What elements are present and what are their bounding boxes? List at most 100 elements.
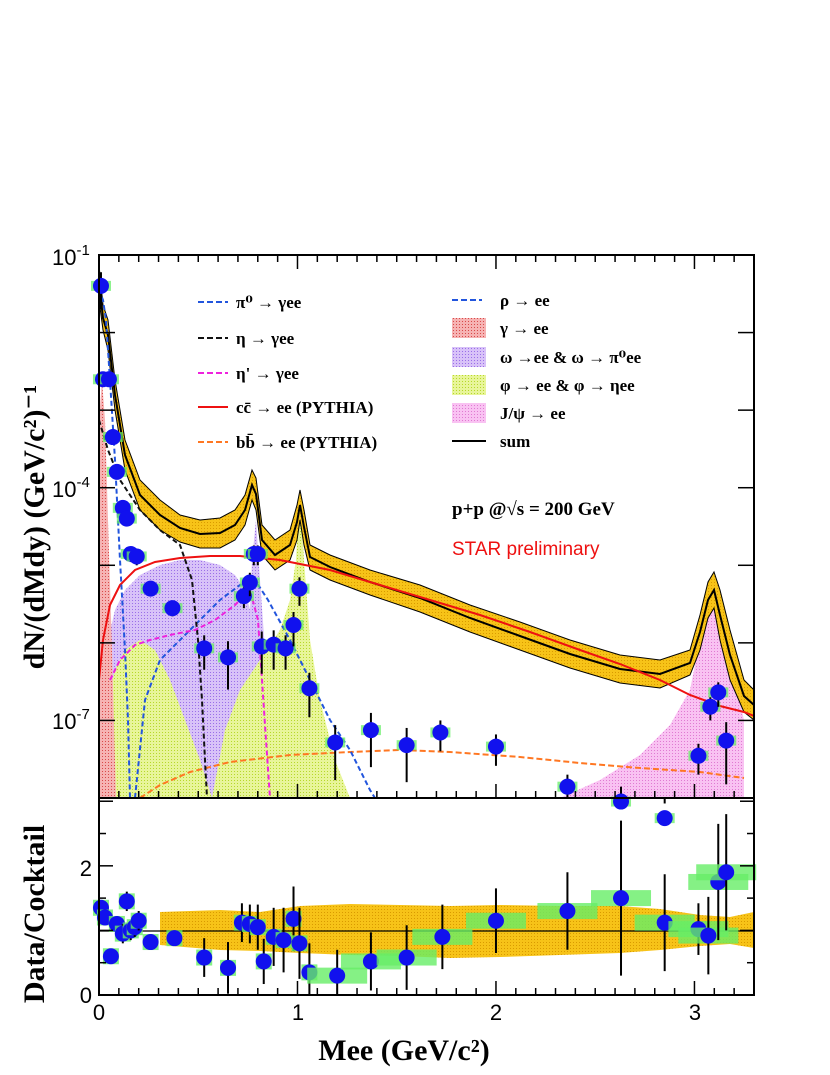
bottom-data-point bbox=[291, 935, 308, 952]
top-data-point bbox=[327, 734, 344, 751]
xtick-label-1: 1 bbox=[292, 1000, 304, 1025]
bottom-data-point bbox=[559, 903, 576, 920]
top-data-point bbox=[118, 510, 135, 527]
ytick-label-mid: 10-4 bbox=[52, 474, 90, 502]
pi0-curve bbox=[99, 289, 131, 798]
bottom-data-point bbox=[130, 912, 147, 929]
bbbar-curve bbox=[139, 748, 745, 798]
legend-swatch-omega bbox=[452, 347, 486, 367]
top-data-point bbox=[702, 698, 719, 715]
bottom-data-point bbox=[398, 949, 415, 966]
axis-ticks bbox=[98, 254, 755, 996]
top-data-point bbox=[285, 616, 302, 633]
bottom-data-point bbox=[118, 893, 135, 910]
legend-swatch-phi bbox=[452, 375, 486, 395]
phi-contribution bbox=[108, 640, 212, 798]
bottom-data-point bbox=[329, 967, 346, 984]
top-data-point bbox=[128, 548, 145, 565]
data-points-top bbox=[90, 272, 737, 827]
legend-swatch-gamma bbox=[452, 318, 486, 338]
legend-right: ρ → ee γ → ee ω →ee & ω → π⁰ee φ → ee & … bbox=[452, 291, 642, 451]
top-data-point bbox=[100, 371, 117, 388]
etaprime-curve bbox=[109, 588, 271, 798]
ytick-label-top: 10-1 bbox=[52, 242, 90, 270]
top-data-point bbox=[718, 732, 735, 749]
bottom-data-point bbox=[220, 959, 237, 976]
top-data-point bbox=[432, 724, 449, 741]
bottom-data-point bbox=[196, 949, 213, 966]
legend-label-eta: η → γee bbox=[236, 329, 295, 348]
legend-label-sum: sum bbox=[500, 432, 530, 451]
legend-label-ccbar: cc̄ → ee (PYTHIA) bbox=[236, 398, 373, 417]
data-points-bottom bbox=[92, 814, 757, 995]
collision-annotation: p+p @√s = 200 GeV bbox=[452, 499, 615, 520]
ytick-label-2: 2 bbox=[80, 856, 92, 881]
legend-item-phi: φ → ee & φ → ηee bbox=[452, 375, 635, 395]
legend-swatch-jpsi bbox=[452, 403, 486, 423]
top-data-point bbox=[164, 600, 181, 617]
top-data-point bbox=[362, 722, 379, 739]
top-data-point bbox=[277, 640, 294, 657]
x-tick-labels: 0 1 2 3 bbox=[93, 1000, 701, 1025]
legend-item-jpsi: J/ψ → ee bbox=[452, 403, 566, 423]
bottom-data-point bbox=[285, 910, 302, 927]
top-data-point bbox=[196, 640, 213, 657]
top-data-point bbox=[487, 738, 504, 755]
gamma-contribution bbox=[99, 380, 116, 798]
ytick-label-low: 10-7 bbox=[52, 706, 90, 734]
top-data-point bbox=[398, 737, 415, 754]
top-data-point bbox=[142, 580, 159, 597]
legend-label-jpsi: J/ψ → ee bbox=[500, 404, 566, 423]
top-data-point bbox=[291, 580, 308, 597]
xtick-label-2: 2 bbox=[490, 1000, 502, 1025]
legend-label-gamma: γ → ee bbox=[499, 319, 549, 338]
top-data-point bbox=[710, 684, 727, 701]
legend-label-pi0: π⁰ → γee bbox=[236, 293, 302, 312]
bottom-y-tick-labels: 0 2 bbox=[80, 856, 92, 1008]
star-preliminary-label: STAR preliminary bbox=[452, 539, 600, 560]
top-data-point bbox=[249, 545, 266, 562]
top-data-point bbox=[301, 680, 318, 697]
bottom-data-point bbox=[249, 919, 266, 936]
top-data-point bbox=[559, 778, 576, 795]
legend-label-phi: φ → ee & φ → ηee bbox=[500, 376, 635, 395]
legend-label-rho: ρ → ee bbox=[500, 291, 550, 310]
top-data-point bbox=[241, 574, 258, 591]
legend-item-gamma: γ → ee bbox=[452, 318, 549, 338]
bottom-data-point bbox=[434, 928, 451, 945]
legend-item-eta: η → γee bbox=[198, 329, 295, 348]
legend-label-omega: ω →ee & ω → π⁰ee bbox=[500, 348, 642, 367]
legend-item-ccbar: cc̄ → ee (PYTHIA) bbox=[198, 398, 373, 417]
top-data-point bbox=[656, 810, 673, 827]
legend-item-sum: sum bbox=[452, 432, 530, 451]
top-data-point bbox=[235, 588, 252, 605]
bottom-data-point bbox=[142, 934, 159, 951]
legend-item-rho: ρ → ee bbox=[452, 291, 550, 310]
bottom-data-point bbox=[275, 932, 292, 949]
bottom-data-point bbox=[487, 912, 504, 929]
legend-item-pi0: π⁰ → γee bbox=[198, 293, 302, 312]
xtick-label-3: 3 bbox=[689, 1000, 701, 1025]
bottom-y-axis-title: Data/Cocktail bbox=[18, 825, 51, 1003]
top-data-point bbox=[92, 277, 109, 294]
legend-left: π⁰ → γee η → γee η' → γee cc̄ → ee (PYTH… bbox=[198, 293, 377, 452]
ytick-label-0: 0 bbox=[80, 983, 92, 1008]
legend-label-bbbar: bb̄ → ee (PYTHIA) bbox=[236, 433, 377, 452]
legend-label-etaprime: η' → γee bbox=[236, 364, 299, 383]
top-data-point bbox=[108, 463, 125, 480]
top-y-tick-labels: 10-1 10-4 10-7 bbox=[52, 242, 90, 734]
bottom-data-point bbox=[700, 927, 717, 944]
bottom-data-point bbox=[613, 890, 630, 907]
top-data-point bbox=[220, 649, 237, 666]
x-axis-title: Mee (GeV/c²) bbox=[318, 1034, 489, 1067]
sum-curve bbox=[99, 281, 754, 706]
legend-item-omega: ω →ee & ω → π⁰ee bbox=[452, 347, 642, 367]
xtick-label-0: 0 bbox=[93, 1000, 105, 1025]
bottom-data-point bbox=[102, 948, 119, 965]
sum-uncertainty-band bbox=[99, 264, 754, 721]
top-data-point bbox=[690, 747, 707, 764]
legend-item-bbbar: bb̄ → ee (PYTHIA) bbox=[198, 433, 377, 452]
bottom-frame bbox=[98, 797, 755, 996]
ccbar-curve bbox=[99, 555, 754, 717]
